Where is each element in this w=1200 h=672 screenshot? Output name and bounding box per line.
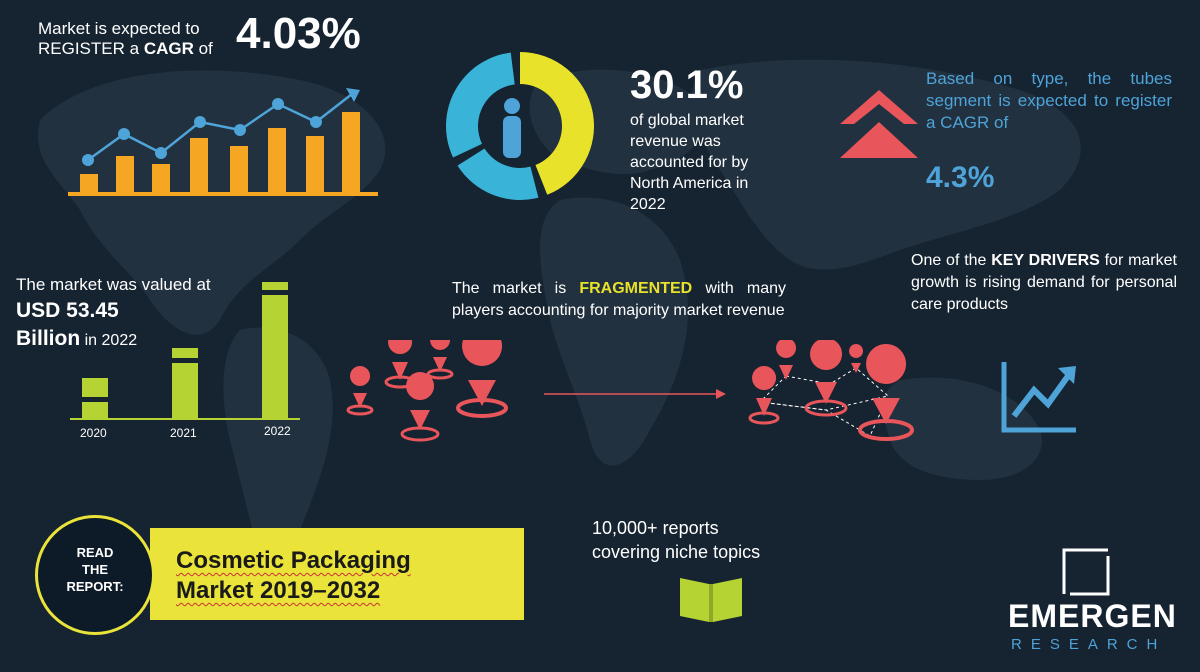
donut-segment-blue-1 bbox=[457, 148, 539, 200]
map-pin-icon bbox=[384, 340, 416, 389]
north-america-value: 30.1% bbox=[630, 63, 744, 107]
brand-sub: RESEARCH bbox=[1011, 636, 1167, 653]
fragmented-prefix: The market is bbox=[452, 280, 580, 297]
book-icon bbox=[680, 578, 742, 622]
map-pin-icon bbox=[849, 344, 864, 373]
growth-chart-icon bbox=[68, 88, 378, 196]
map-pin-icon bbox=[456, 340, 508, 418]
cagr-line2-suffix: of bbox=[193, 39, 213, 58]
read-report-badge[interactable] bbox=[35, 515, 155, 635]
read-label-line3: REPORT: bbox=[66, 579, 124, 594]
report-banner[interactable] bbox=[150, 528, 524, 620]
donut-segment-blue-2 bbox=[446, 52, 515, 158]
cagr-label: CAGR bbox=[143, 39, 194, 58]
trend-up-icon bbox=[1001, 362, 1076, 433]
year-label-2022: 2022 bbox=[264, 424, 291, 438]
map-pin-icon bbox=[346, 366, 374, 416]
drivers-highlight: KEY DRIVERS bbox=[991, 252, 1100, 269]
valuation-line1: The market was valued at bbox=[16, 275, 211, 294]
valuation-bar-chart bbox=[70, 282, 300, 420]
read-label-line2: THE bbox=[82, 562, 108, 577]
report-title-line2: Market 2019–2032 bbox=[176, 577, 381, 604]
arrow-right-icon bbox=[544, 389, 726, 399]
reports-text: 10,000+ reports covering niche topics bbox=[592, 516, 760, 564]
read-report-label: READ THE REPORT: bbox=[35, 544, 155, 595]
donut-segment-yellow bbox=[520, 52, 595, 195]
map-pins-cluster-left bbox=[346, 340, 508, 442]
map-pin-icon bbox=[804, 340, 848, 417]
map-pin-icon bbox=[400, 372, 440, 442]
valuation-line3: Billion in 2022 bbox=[16, 326, 137, 354]
cagr-line2: REGISTER a CAGR of bbox=[38, 38, 213, 59]
cagr-line1: Market is expected to bbox=[38, 19, 200, 38]
drivers-text: One of the KEY DRIVERS for market growth… bbox=[911, 250, 1177, 316]
reports-line1: 10,000+ reports bbox=[592, 518, 719, 538]
read-label-line1: READ bbox=[76, 545, 114, 560]
map-pins-network bbox=[748, 340, 914, 441]
year-label-2020: 2020 bbox=[80, 426, 107, 440]
north-america-donut bbox=[446, 52, 595, 200]
drivers-suffix: for market growth is rising demand for p… bbox=[911, 252, 1177, 313]
fragmented-suffix: with many players accounting for majorit… bbox=[452, 280, 786, 319]
tubes-text: Based on type, the tubes segment is expe… bbox=[926, 69, 1172, 132]
map-pin-icon bbox=[858, 344, 914, 441]
cagr-line2-prefix: REGISTER a bbox=[38, 39, 144, 58]
year-label-2021: 2021 bbox=[170, 426, 197, 440]
tubes-value: 4.3% bbox=[926, 161, 995, 194]
fragmented-text: The market is FRAGMENTED with many playe… bbox=[452, 278, 786, 322]
map-pin-icon bbox=[748, 366, 780, 425]
map-pin-icon bbox=[426, 340, 454, 380]
north-america-description: of global market revenue was accounted f… bbox=[630, 112, 749, 213]
reports-line2: covering niche topics bbox=[592, 542, 761, 562]
map-pin-icon bbox=[776, 340, 797, 380]
report-title-line1: Cosmetic Packaging bbox=[176, 547, 411, 574]
valuation-year: in 2022 bbox=[80, 332, 138, 349]
fragmented-highlight: FRAGMENTED bbox=[579, 280, 693, 297]
brand-name: EMERGEN bbox=[1008, 598, 1177, 634]
report-title[interactable]: Cosmetic Packaging Market 2019–2032 bbox=[176, 546, 411, 606]
double-up-arrow-icon bbox=[840, 90, 918, 158]
person-icon bbox=[503, 98, 521, 158]
drivers-prefix: One of the bbox=[911, 252, 992, 269]
valuation-value-line2: Billion bbox=[16, 327, 81, 350]
cagr-value: 4.03% bbox=[236, 9, 361, 58]
emergen-logo-icon bbox=[1062, 548, 1110, 596]
valuation-value-line1: USD 53.45 bbox=[16, 299, 119, 322]
